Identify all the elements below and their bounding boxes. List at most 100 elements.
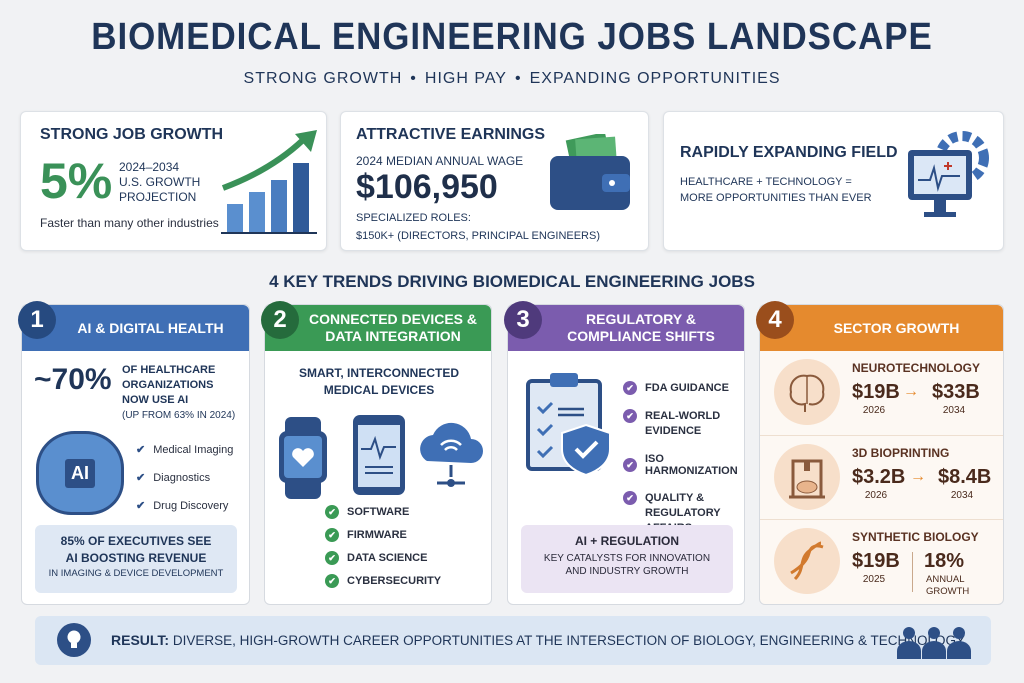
- bioprinter-icon: [774, 444, 840, 510]
- growth-desc: 2024–2034: [119, 160, 180, 174]
- stat-note: (UP FROM 63% IN 2024): [122, 410, 236, 421]
- wage-value: $106,950: [356, 168, 498, 206]
- list-item: ✔ SOFTWARE: [325, 505, 441, 519]
- dna-icon: [774, 528, 840, 594]
- item-label: EVIDENCE: [645, 425, 702, 437]
- item-label: Drug Discovery: [153, 499, 229, 512]
- phone-heartbeat-icon: [353, 415, 405, 495]
- divider: [912, 552, 913, 592]
- check-icon: ✔: [136, 500, 146, 512]
- item-label: Diagnostics: [153, 471, 211, 484]
- check-icon: ✔: [623, 458, 637, 472]
- wage-label: 2024 MEDIAN ANNUAL WAGE: [356, 154, 524, 168]
- devices-icons: [279, 415, 483, 499]
- ai-callout: 85% OF EXECUTIVES SEE AI BOOSTING REVENU…: [35, 525, 237, 593]
- item-label: ISO HARMONIZATION: [645, 453, 738, 477]
- earnings-card: ATTRACTIVE EARNINGS 2024 MEDIAN ANNUAL W…: [340, 111, 649, 251]
- trend-title: SECTOR GROWTH: [833, 319, 960, 336]
- sector-from: $19B: [852, 381, 900, 403]
- sector-3d-bioprinting: 3D BIOPRINTING $3.2B → $8.4B 2026 2034: [760, 435, 1003, 519]
- list-item: ✔ Drug Discovery: [136, 499, 233, 513]
- list-item: ✔ Medical Imaging: [136, 443, 234, 457]
- arrow-icon: →: [903, 383, 919, 400]
- trend-number: 2: [261, 301, 299, 339]
- card-title: RAPIDLY EXPANDING FIELD: [680, 144, 898, 161]
- ai-brain-icon: AI: [36, 431, 124, 515]
- field-desc: MORE OPPORTUNITIES THAN EVER: [680, 192, 872, 204]
- sector-from: $3.2B: [852, 466, 906, 488]
- item-label: DATA SCIENCE: [347, 552, 428, 564]
- trends-heading: 4 KEY TRENDS DRIVING BIOMEDICAL ENGINEER…: [269, 272, 755, 291]
- trend-card-connected-devices: CONNECTED DEVICES & DATA INTEGRATION 2 SM…: [261, 301, 492, 605]
- stat-desc: NOW USE AI: [122, 394, 189, 406]
- item-label: REAL-WORLD: [645, 410, 721, 422]
- trend-number: 4: [756, 301, 794, 339]
- callout-line: 85% OF EXECUTIVES SEE: [60, 534, 212, 548]
- check-icon: ✔: [136, 472, 146, 484]
- cloud-network-icon: [420, 422, 483, 487]
- bar-chart-arrow-icon: [221, 130, 317, 234]
- trend-title: DATA INTEGRATION: [325, 328, 461, 344]
- card-title: STRONG JOB GROWTH: [40, 126, 224, 143]
- callout-title: AI + REGULATION: [574, 534, 680, 548]
- trend-header: REGULATORY & COMPLIANCE SHIFTS: [508, 305, 744, 351]
- sector-growth-rate: 18%: [924, 550, 965, 572]
- ai-icon-label: AI: [65, 458, 95, 488]
- stat-desc: ORGANIZATIONS: [122, 379, 214, 391]
- check-icon: ✔: [325, 528, 339, 542]
- callout-line: IN IMAGING & DEVICE DEVELOPMENT: [48, 568, 224, 579]
- result-text: DIVERSE, HIGH-GROWTH CAREER OPPORTUNITIE…: [172, 633, 967, 648]
- list-item: ✔ DATA SCIENCE: [325, 551, 441, 565]
- sector-from-year: 2026: [862, 405, 886, 416]
- trend-number: 1: [18, 301, 56, 339]
- list-item: ✔ FIRMWARE: [325, 528, 441, 542]
- callout-line: AND INDUSTRY GROWTH: [565, 566, 689, 577]
- sector-to: $8.4B: [938, 466, 992, 488]
- trend-subtitle: MEDICAL DEVICES: [323, 383, 435, 397]
- result-banner: RESULT: DIVERSE, HIGH-GROWTH CAREER OPPO…: [35, 616, 991, 665]
- page-subtitle: STRONG GROWTH • HIGH PAY • EXPANDING OPPORTU…: [0, 70, 1024, 88]
- sector-to-year: 2034: [950, 490, 974, 501]
- page-title: BIOMEDICAL ENGINEERING JOBS LANDSCAPE: [91, 16, 933, 58]
- rate-label: ANNUAL: [926, 574, 965, 585]
- check-icon: ✔: [623, 491, 637, 505]
- check-icon: ✔: [623, 409, 637, 423]
- subtitle-item: HIGH PAY: [424, 70, 507, 87]
- trend-header: CONNECTED DEVICES & DATA INTEGRATION: [265, 305, 491, 351]
- callout-line: AI BOOSTING REVENUE: [65, 551, 207, 565]
- check-icon: ✔: [325, 551, 339, 565]
- growth-desc: U.S. GROWTH: [119, 175, 201, 189]
- trend-card-sector-growth: SECTOR GROWTH 4 NEUROTECHNOLOGY $19B → $…: [756, 301, 1004, 605]
- card-title: ATTRACTIVE EARNINGS: [356, 126, 546, 143]
- trend-title: REGULATORY &: [586, 311, 696, 327]
- subtitle-item: EXPANDING OPPORTUNITIES: [529, 70, 781, 87]
- growth-note: Faster than many other industries: [40, 216, 219, 230]
- roles-value: $150K+ (DIRECTORS, PRINCIPAL ENGINEERS): [356, 230, 601, 242]
- list-item: ✔ ISO HARMONIZATION: [623, 453, 744, 477]
- separator: •: [410, 70, 417, 87]
- item-label: Medical Imaging: [153, 443, 234, 456]
- trend-header: SECTOR GROWTH: [760, 305, 1003, 351]
- trend-number: 3: [504, 301, 542, 339]
- separator: •: [514, 70, 522, 87]
- subtitle-item: STRONG GROWTH: [243, 70, 403, 87]
- sector-neurotechnology: NEUROTECHNOLOGY $19B → $33B 2026 2034: [760, 351, 1003, 435]
- callout-line: KEY CATALYSTS FOR INNOVATION: [543, 553, 711, 564]
- trend-subtitle: SMART, INTERCONNECTED: [298, 366, 459, 380]
- check-icon: ✔: [325, 574, 339, 588]
- check-icon: ✔: [623, 381, 637, 395]
- growth-value: 5%: [40, 153, 113, 209]
- monitor-gear-icon: [908, 131, 989, 217]
- sector-from-year: 2026: [864, 490, 888, 501]
- list-item: ✔ Diagnostics: [136, 471, 233, 485]
- smartwatch-icon: [279, 417, 327, 499]
- result-label: RESULT:: [111, 632, 170, 648]
- roles-label: SPECIALIZED ROLES:: [356, 212, 471, 224]
- stat-desc: OF HEALTHCARE: [122, 364, 216, 376]
- sector-from: $19B: [852, 550, 900, 572]
- trend-header: AI & DIGITAL HEALTH: [22, 305, 249, 351]
- item-label: CYBERSECURITY: [347, 575, 442, 587]
- item-label: QUALITY &: [645, 492, 705, 504]
- trend-card-regulatory: REGULATORY & COMPLIANCE SHIFTS 3 ✔ FDA GUI…: [504, 301, 745, 605]
- list-item: ✔ REAL-WORLD EVIDENCE: [623, 409, 744, 439]
